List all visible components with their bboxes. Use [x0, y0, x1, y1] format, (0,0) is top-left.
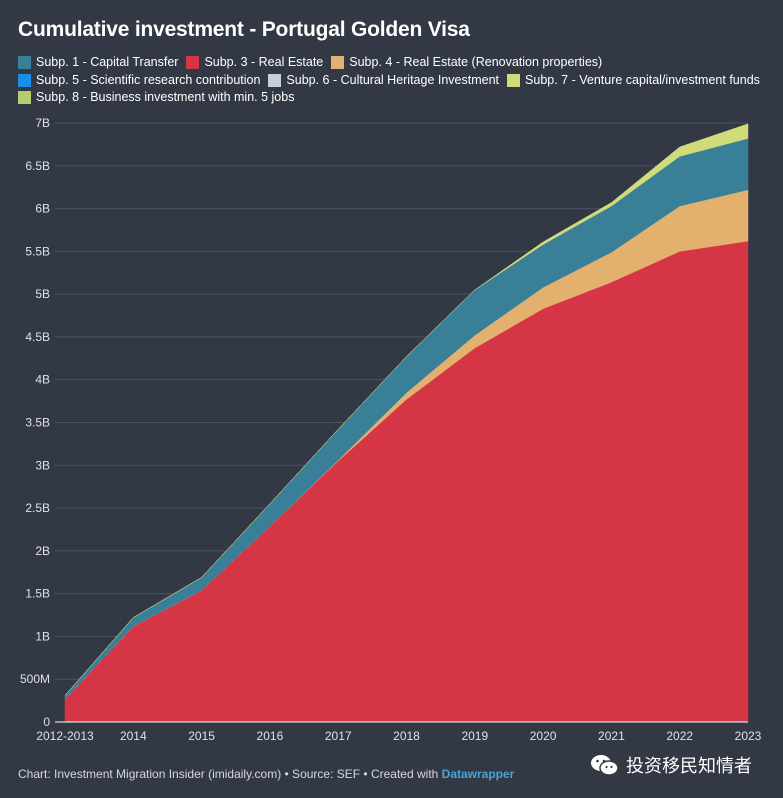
y-tick-label: 0 — [43, 715, 50, 729]
y-tick-label: 2.5B — [25, 501, 50, 515]
y-tick-label: 1.5B — [25, 587, 50, 601]
legend-row-2: Subp. 5 - Scientific research contributi… — [18, 72, 768, 90]
x-tick-label: 2018 — [393, 729, 420, 743]
x-tick-label: 2022 — [666, 729, 693, 743]
legend-label-subp5: Subp. 5 - Scientific research contributi… — [36, 72, 261, 87]
legend-row-1: Subp. 1 - Capital Transfer Subp. 3 - Rea… — [18, 54, 768, 72]
legend-item-subp1: Subp. 1 - Capital Transfer — [18, 54, 178, 72]
x-tick-label: 2020 — [530, 729, 557, 743]
watermark-text: 投资移民知情者 — [626, 756, 752, 777]
area-subp-3 — [64, 240, 749, 723]
legend-label-subp4: Subp. 4 - Real Estate (Renovation proper… — [349, 55, 603, 69]
legend-swatch-subp7 — [507, 73, 521, 87]
legend-swatch-subp8 — [18, 91, 31, 105]
legend-swatch-subp1 — [18, 56, 31, 70]
datawrapper-link[interactable]: Datawrapper — [441, 767, 515, 781]
chart-title: Cumulative investment - Portugal Golden … — [18, 18, 470, 41]
chart-footer: Chart: Investment Migration Insider (imi… — [18, 767, 514, 781]
legend-swatch-subp6 — [268, 73, 282, 87]
legend-item-subp5: Subp. 5 - Scientific research contributi… — [18, 72, 260, 90]
footer-credit: Chart: Investment Migration Insider (imi… — [18, 767, 442, 781]
y-tick-label: 3B — [35, 458, 50, 472]
legend: Subp. 1 - Capital Transfer Subp. 3 - Rea… — [18, 54, 768, 107]
legend-swatch-subp3 — [186, 56, 200, 70]
legend-label-subp1: Subp. 1 - Capital Transfer — [36, 55, 179, 69]
legend-label-subp8: Subp. 8 - Business investment with min. … — [36, 90, 295, 104]
legend-swatch-subp5 — [18, 73, 31, 87]
legend-item-subp7: Subp. 7 - Venture capital/investment fun… — [507, 72, 760, 90]
area-subp-7 — [64, 123, 749, 696]
x-tick-label: 2023 — [735, 729, 762, 743]
x-tick-label: 2016 — [257, 729, 284, 743]
y-tick-label: 500M — [20, 672, 50, 686]
x-tick-label: 2021 — [598, 729, 625, 743]
x-tick-label: 2012-2013 — [36, 729, 94, 743]
x-tick-label: 2015 — [188, 729, 215, 743]
legend-item-subp3: Subp. 3 - Real Estate — [186, 54, 323, 72]
legend-row-3: Subp. 8 - Business investment with min. … — [18, 89, 768, 107]
wechat-icon — [591, 755, 619, 776]
axes: 0 500M 1B 1.5B 2B 2.5B 3B 3.5B 4B 4.5B 5B 5.5B 6B 6.5… — [20, 116, 762, 743]
y-tick-label: 7B — [35, 116, 50, 130]
y-tick-label: 2B — [35, 544, 50, 558]
y-tick-label: 3.5B — [25, 416, 50, 430]
legend-label-subp6: Subp. 6 - Cultural Heritage Investment — [286, 72, 500, 87]
y-tick-label: 4B — [35, 373, 50, 387]
legend-label-subp7: Subp. 7 - Venture capital/investment fun… — [525, 72, 760, 87]
x-tick-label: 2019 — [461, 729, 488, 743]
legend-item-subp8: Subp. 8 - Business investment with min. … — [18, 89, 294, 107]
legend-swatch-subp4 — [331, 56, 345, 70]
y-tick-label: 5.5B — [25, 244, 50, 258]
y-tick-label: 1B — [35, 629, 50, 643]
y-tick-label: 4.5B — [25, 330, 50, 344]
x-tick-label: 2017 — [325, 729, 352, 743]
y-tick-label: 5B — [35, 287, 50, 301]
wechat-watermark: 投资移民知情者 — [590, 752, 752, 778]
y-tick-label: 6.5B — [25, 159, 50, 173]
legend-item-subp6: Subp. 6 - Cultural Heritage Investment — [268, 72, 499, 90]
legend-item-subp4: Subp. 4 - Real Estate (Renovation proper… — [331, 54, 602, 72]
y-tick-label: 6B — [35, 202, 50, 216]
legend-label-subp3: Subp. 3 - Real Estate — [204, 55, 324, 69]
x-tick-label: 2014 — [120, 729, 147, 743]
